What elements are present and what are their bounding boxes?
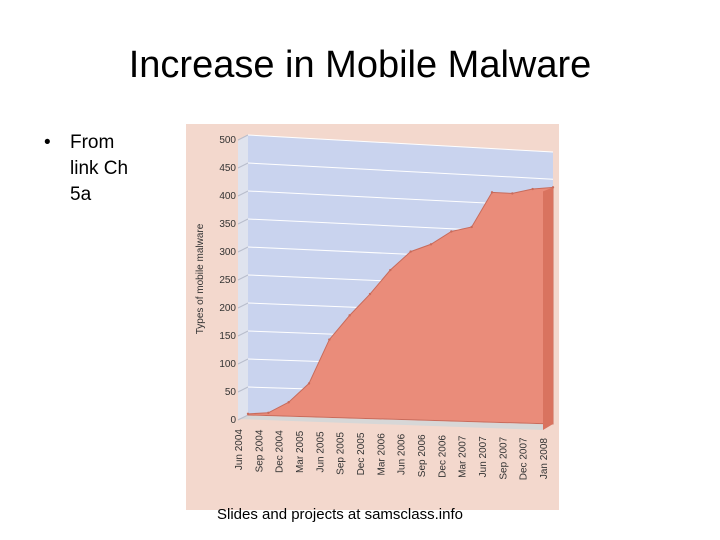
- x-tick-label: Sep 2005: [336, 432, 347, 475]
- gridline-side: [237, 134, 249, 141]
- bullet-text: From link Ch 5a: [70, 132, 129, 205]
- data-point: [267, 411, 270, 415]
- data-point: [551, 186, 555, 189]
- y-tick-label: 500: [219, 135, 236, 146]
- x-tick-label: Dec 2005: [356, 432, 367, 475]
- data-point: [307, 382, 311, 385]
- x-tick-label: Jun 2004: [234, 429, 245, 471]
- x-axis-ticks: Jun 2004 Sep 2004 Dec 2004 Mar 2005 Jun 2005…: [234, 429, 550, 481]
- chart-svg: 0 50 100 150 200 250 300 350 400 450 500 Jun 2004 S…: [186, 124, 559, 510]
- y-axis-label: Types of mobile malware: [195, 223, 206, 334]
- x-tick-label: Sep 2007: [498, 436, 509, 479]
- x-tick-label: Sep 2004: [254, 429, 265, 472]
- malware-chart: 0 50 100 150 200 250 300 350 400 450 500 Jun 2004 S…: [186, 124, 559, 510]
- y-tick-label: 100: [219, 359, 236, 370]
- y-tick-label: 0: [230, 415, 236, 426]
- data-point: [450, 230, 453, 233]
- series-area-edge: [543, 187, 553, 430]
- data-point: [287, 401, 290, 404]
- data-point: [470, 225, 473, 229]
- x-tick-label: Mar 2005: [295, 430, 306, 473]
- gridline-side: [237, 302, 249, 309]
- data-point: [246, 412, 250, 416]
- y-tick-label: 200: [219, 303, 236, 314]
- data-point: [511, 192, 514, 195]
- bullet-item: • From link Ch 5a: [44, 130, 140, 208]
- gridline-side: [237, 218, 249, 225]
- data-point: [409, 250, 412, 253]
- data-point: [368, 292, 372, 296]
- x-tick-label: Dec 2006: [437, 435, 448, 478]
- gridline-side: [237, 246, 249, 253]
- gridline-side: [237, 190, 249, 197]
- gridline-side: [237, 162, 249, 169]
- y-tick-label: 400: [219, 191, 236, 202]
- y-tick-label: 350: [219, 219, 236, 230]
- x-tick-label: Sep 2006: [417, 434, 428, 477]
- data-point: [429, 243, 433, 246]
- x-tick-label: Dec 2004: [275, 430, 286, 473]
- bullet-dot-icon: •: [44, 132, 51, 153]
- y-tick-label: 450: [219, 163, 236, 174]
- data-point: [389, 268, 392, 272]
- data-point: [531, 187, 534, 191]
- x-tick-label: Mar 2007: [458, 435, 469, 478]
- gridline: [247, 162, 554, 180]
- data-area-group: [246, 186, 555, 430]
- gridline-side: [237, 274, 249, 281]
- y-axis-ticks: 0 50 100 150 200 250 300 350 400 450 500: [219, 135, 236, 426]
- gridline-side: [237, 414, 249, 421]
- x-tick-label: Jun 2006: [397, 433, 408, 475]
- gridline-side: [237, 358, 249, 365]
- plot-floor: [238, 415, 553, 430]
- y-tick-label: 50: [225, 387, 237, 398]
- y-tick-label: 150: [219, 331, 236, 342]
- data-point: [328, 338, 331, 341]
- slide-footer: Slides and projects at samsclass.info: [217, 506, 463, 523]
- x-tick-label: Jun 2005: [315, 431, 326, 473]
- data-point: [348, 314, 351, 317]
- gridline-side: [237, 330, 249, 337]
- gridline: [247, 134, 554, 153]
- bullet-list: • From link Ch 5a: [44, 130, 164, 208]
- x-tick-label: Mar 2006: [376, 433, 387, 476]
- y-tick-label: 300: [219, 247, 236, 258]
- data-point: [490, 191, 494, 194]
- x-tick-label: Jan 2008: [539, 438, 550, 480]
- slide-title: Increase in Mobile Malware: [128, 44, 592, 86]
- gridline-side: [237, 386, 249, 393]
- x-tick-label: Dec 2007: [519, 437, 530, 480]
- x-tick-label: Jun 2007: [478, 436, 489, 478]
- y-tick-label: 250: [219, 275, 236, 286]
